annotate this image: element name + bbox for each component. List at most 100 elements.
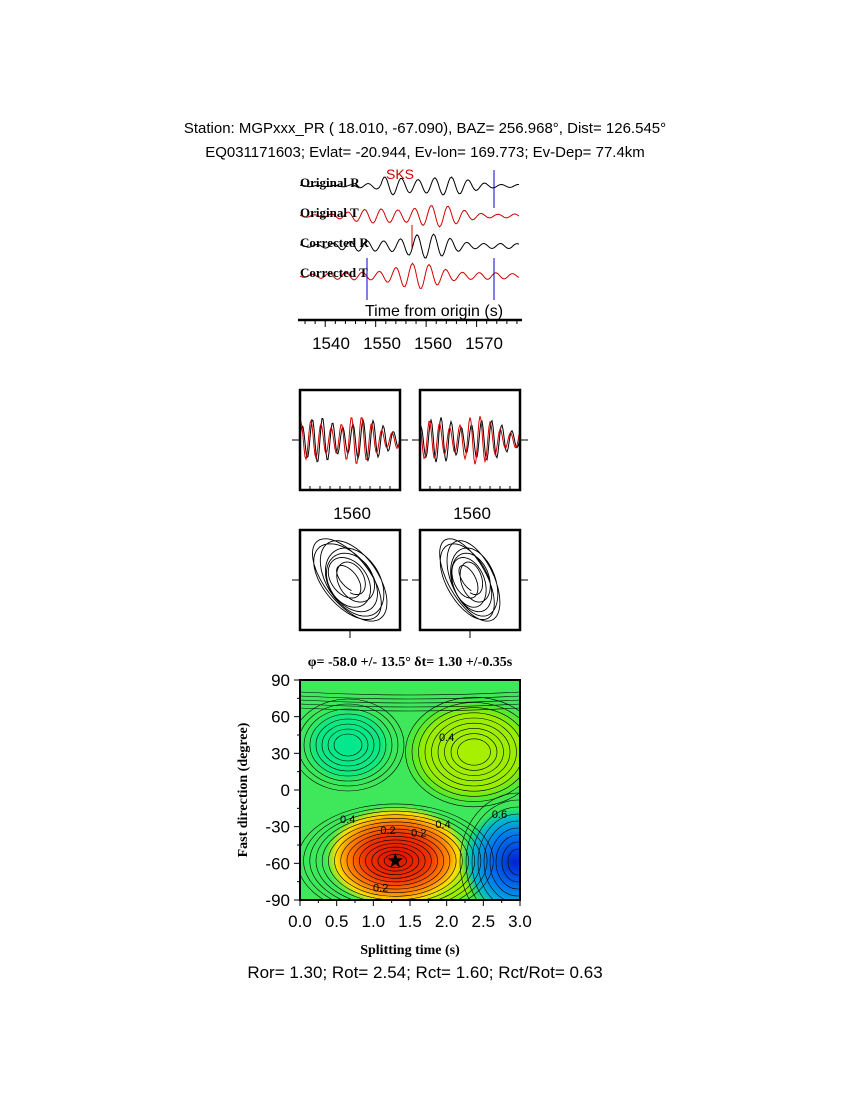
contour-ring xyxy=(477,813,520,900)
contour-ring xyxy=(495,834,520,890)
contour-ring xyxy=(340,828,451,893)
y-tick-label-4: -30 xyxy=(265,818,290,837)
particle-motion-path xyxy=(439,538,501,622)
x-tick-label-1: 0.5 xyxy=(325,912,349,931)
contour-band xyxy=(300,699,520,704)
black-waveform xyxy=(299,417,401,463)
contour-ring xyxy=(359,839,432,883)
contour-ring xyxy=(465,799,520,900)
trace-2 xyxy=(299,233,520,259)
contour-ring xyxy=(315,814,476,900)
contour-ring xyxy=(424,712,520,792)
trace-1 xyxy=(299,205,520,228)
contour-labels: 0.4 0.4 0.2 0.2 0.4 0.6 0.2 xyxy=(340,732,507,894)
time-axis-ticks xyxy=(304,320,518,327)
energy-map-field xyxy=(300,680,520,900)
y-tick-label-6: -90 xyxy=(265,891,290,910)
contour-band xyxy=(300,691,520,696)
trace-3 xyxy=(299,262,520,289)
window-frame-left xyxy=(298,388,402,492)
contour-ring xyxy=(450,733,498,771)
particle-motion-left xyxy=(292,528,408,638)
energy-map-x-tick-labels: 0.0 0.5 1.0 1.5 2.0 2.5 3.0 xyxy=(288,912,532,931)
contour-ring xyxy=(309,810,482,900)
contour-ring xyxy=(303,807,488,900)
contour-ring xyxy=(459,792,520,900)
energy-map-title: φ= -58.0 +/- 13.5° δt= 1.30 +/-0.35s xyxy=(308,655,513,670)
x-tick-label-4: 2.0 xyxy=(435,912,459,931)
header-line-1: Station: MGPxxx_PR ( 18.010, -67.090), B… xyxy=(183,120,667,137)
particle-motion-right xyxy=(412,528,528,638)
window-panel-right xyxy=(412,388,528,492)
contour-ring xyxy=(507,848,520,876)
energy-map-ylabel: Fast direction (degree) xyxy=(236,722,251,857)
contour-band xyxy=(300,707,520,712)
contour-ring xyxy=(333,733,363,757)
contour-ring xyxy=(300,703,399,787)
contour-ring xyxy=(321,818,469,900)
trace-lines xyxy=(299,170,520,300)
best-fit-star-mark xyxy=(387,852,403,868)
contour-label-2: 0.2 xyxy=(380,825,395,837)
contour-ring xyxy=(371,846,420,875)
phase-label-sks: SKS xyxy=(386,166,414,182)
red-waveform xyxy=(299,417,401,464)
trace-label-corrected-t: Corrected T xyxy=(300,265,368,280)
y-tick-label-5: -60 xyxy=(265,854,290,873)
contour-label-0: 0.4 xyxy=(439,732,454,744)
contour-ring xyxy=(411,702,520,802)
contour-ring xyxy=(431,717,517,787)
contour-label-4: 0.4 xyxy=(435,819,450,831)
contour-ring xyxy=(346,832,445,890)
window-frame-right xyxy=(418,388,522,492)
contour-label-3: 0.2 xyxy=(411,827,426,839)
contour-ring xyxy=(303,708,393,782)
window-panel-left xyxy=(292,388,408,492)
black-waveform xyxy=(419,417,521,463)
energy-map: 0.4 0.4 0.2 0.2 0.4 0.6 0.2 0.0 0.5 1.0 1.5 2.0 2.5… xyxy=(236,655,532,958)
contour-band xyxy=(300,695,520,700)
x-tick-label-2: 1.0 xyxy=(362,912,386,931)
contour-ring xyxy=(309,713,387,777)
contour-ring xyxy=(365,843,426,879)
contour-ring xyxy=(483,820,520,900)
contour-ring xyxy=(327,728,369,762)
trace-label-original-r: Original R xyxy=(300,175,360,190)
contour-label-1: 0.4 xyxy=(340,814,355,826)
contour-band xyxy=(300,703,520,708)
contour-label-5: 0.6 xyxy=(492,809,507,821)
trace-label-original-t: Original T xyxy=(300,205,359,220)
contour-label-6: 0.2 xyxy=(373,882,388,894)
time-tick-label-1550: 1550 xyxy=(363,334,401,353)
x-tick-label-5: 2.5 xyxy=(472,912,496,931)
particle-frame-right xyxy=(418,528,522,632)
header-line-2: EQ031171603; Evlat= -20.944, Ev-lon= 169… xyxy=(205,144,645,161)
x-tick-label-0: 0.0 xyxy=(288,912,312,931)
best-fit-star xyxy=(387,852,403,868)
trace-panel: Original R Original T Corrected R Correc… xyxy=(298,166,522,353)
energy-map-ticks xyxy=(294,679,521,906)
contour-ring xyxy=(352,835,438,886)
x-tick-label-6: 3.0 xyxy=(508,912,532,931)
contour-ring xyxy=(321,723,375,767)
energy-map-xlabel: Splitting time (s) xyxy=(360,943,460,958)
contour-ring xyxy=(315,718,381,772)
contour-ring xyxy=(418,707,520,797)
red-waveform xyxy=(419,416,521,465)
contour-ring xyxy=(501,841,520,883)
contour-ring xyxy=(377,850,414,872)
y-tick-label-0: 90 xyxy=(271,671,290,690)
trace-label-corrected-r: Corrected R xyxy=(300,235,369,250)
contour-ring xyxy=(457,738,491,766)
time-axis-label: Time from origin (s) xyxy=(365,303,503,320)
contour-ring xyxy=(437,722,511,782)
contour-ring xyxy=(444,728,504,776)
y-tick-label-3: 0 xyxy=(281,781,290,800)
particle-frame-left xyxy=(298,528,402,632)
energy-map-y-tick-labels: 90 60 30 0 -30 -60 -90 xyxy=(265,671,290,910)
contour-ring xyxy=(405,696,520,808)
window-tick-label-left: 1560 xyxy=(333,504,371,523)
contour-lines xyxy=(300,691,520,900)
particle-motion-path xyxy=(312,538,388,622)
